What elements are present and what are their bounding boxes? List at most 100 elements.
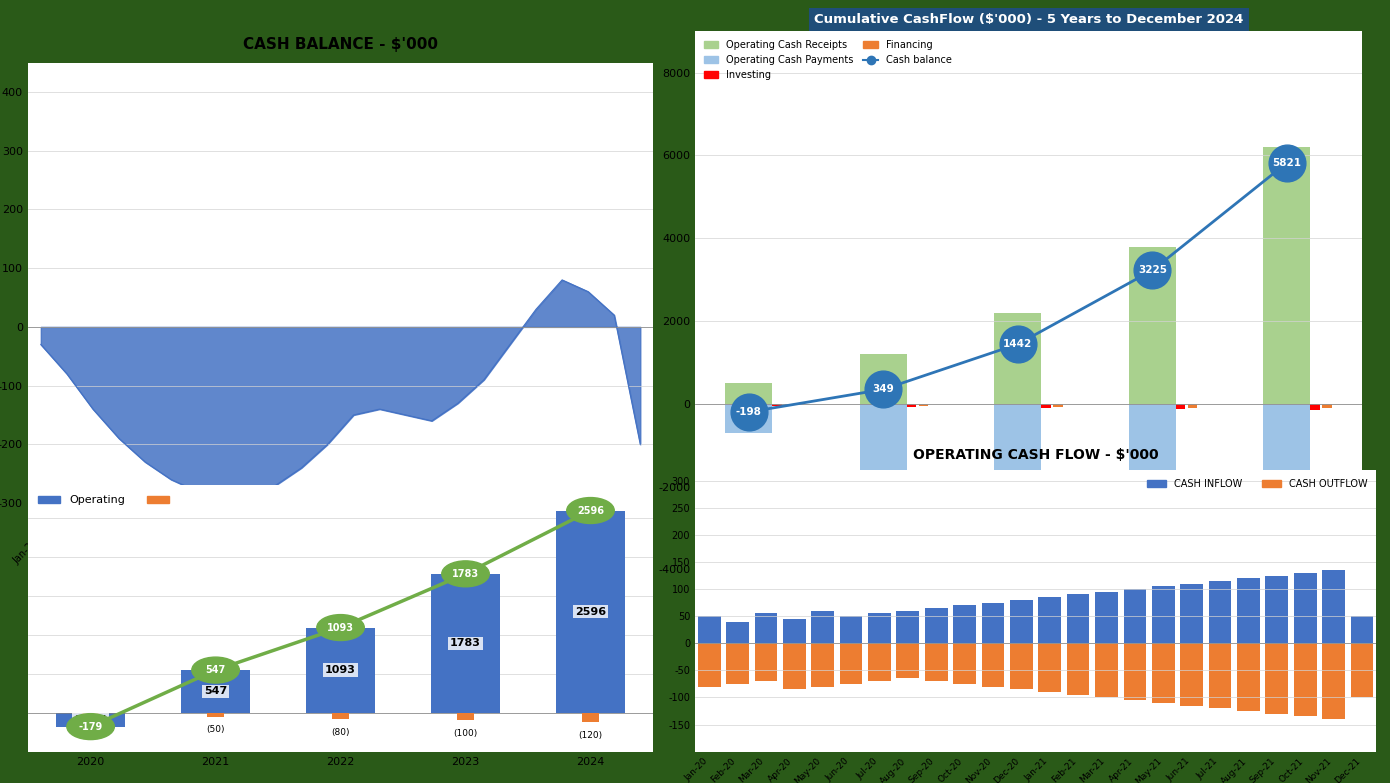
Bar — [1129, 247, 1176, 404]
Text: -198: -198 — [735, 407, 762, 417]
Bar — [1180, 583, 1202, 644]
Bar — [207, 713, 224, 716]
Point — [1276, 157, 1298, 169]
Text: 547: 547 — [206, 665, 225, 675]
Title: CASH BALANCE - $'000: CASH BALANCE - $'000 — [243, 37, 438, 52]
Text: 1093: 1093 — [327, 622, 354, 633]
Point — [738, 406, 760, 418]
Bar — [1011, 600, 1033, 644]
Bar — [1351, 616, 1373, 644]
Title: OPERATING CASH FLOW - $'000: OPERATING CASH FLOW - $'000 — [913, 448, 1158, 462]
Legend: Operating Cash Receipts, Operating Cash Payments, Investing, Financing, Cash bal: Operating Cash Receipts, Operating Cash … — [699, 36, 955, 84]
Bar — [755, 644, 777, 681]
Legend: CASH INFLOW, CASH OUTFLOW: CASH INFLOW, CASH OUTFLOW — [1143, 474, 1372, 493]
Bar — [726, 404, 773, 433]
Text: 547: 547 — [204, 687, 227, 696]
Text: (50): (50) — [206, 725, 225, 734]
Bar — [783, 619, 806, 644]
Text: (100): (100) — [453, 729, 478, 738]
Bar — [1152, 644, 1175, 703]
Text: 3225: 3225 — [1138, 265, 1166, 276]
Bar — [726, 622, 749, 644]
Bar — [1123, 644, 1147, 700]
Bar — [56, 713, 125, 727]
Bar — [954, 644, 976, 684]
Bar — [1123, 589, 1147, 644]
Bar — [860, 354, 906, 404]
Text: -179: -179 — [78, 722, 103, 731]
Bar — [1351, 644, 1373, 698]
Ellipse shape — [192, 657, 239, 683]
Bar — [755, 613, 777, 644]
Bar — [840, 616, 862, 644]
Text: (19): (19) — [82, 723, 100, 732]
Text: (120): (120) — [578, 731, 602, 740]
Bar — [924, 608, 948, 644]
Bar — [1066, 644, 1090, 695]
Bar — [897, 611, 919, 644]
Bar — [1176, 404, 1186, 409]
Bar — [812, 644, 834, 687]
Text: (179): (179) — [74, 715, 107, 724]
Bar — [1095, 592, 1118, 644]
Bar — [1129, 404, 1176, 536]
Bar — [1095, 644, 1118, 698]
Bar — [919, 404, 929, 406]
Bar — [897, 644, 919, 679]
Bar — [783, 644, 806, 689]
Ellipse shape — [442, 561, 489, 586]
Text: 5821: 5821 — [1272, 158, 1301, 168]
Bar — [906, 404, 916, 407]
Bar — [1264, 404, 1311, 561]
Bar — [994, 404, 1041, 520]
Ellipse shape — [67, 713, 114, 740]
Bar — [1264, 147, 1311, 404]
Bar — [1322, 404, 1332, 409]
Bar — [1265, 644, 1289, 714]
Bar — [82, 713, 99, 714]
Text: 1442: 1442 — [1004, 339, 1033, 349]
Legend: Operating, : Operating, — [33, 491, 182, 510]
Bar — [869, 644, 891, 681]
Bar — [1180, 644, 1202, 705]
Bar — [924, 644, 948, 681]
Bar — [431, 574, 500, 713]
Bar — [1237, 644, 1259, 711]
Ellipse shape — [567, 497, 614, 524]
Text: 2596: 2596 — [577, 506, 605, 515]
Point — [873, 383, 895, 395]
Text: 2596: 2596 — [575, 607, 606, 616]
Bar — [332, 713, 349, 719]
Text: 1783: 1783 — [450, 638, 481, 648]
Bar — [1041, 404, 1051, 408]
Text: (80): (80) — [331, 727, 350, 737]
Bar — [1066, 594, 1090, 644]
Bar — [698, 644, 720, 687]
Bar — [1054, 404, 1063, 406]
Bar — [1322, 570, 1346, 644]
Text: 1093: 1093 — [325, 665, 356, 675]
Bar — [1322, 644, 1346, 719]
Bar — [773, 404, 781, 406]
Point — [1006, 337, 1029, 350]
Bar — [1294, 573, 1316, 644]
Text: 349: 349 — [873, 384, 894, 395]
Bar — [860, 404, 906, 470]
Bar — [1152, 586, 1175, 644]
Text: 1783: 1783 — [452, 568, 480, 579]
Bar — [981, 644, 1005, 687]
Bar — [1188, 404, 1197, 407]
Bar — [812, 611, 834, 644]
Ellipse shape — [317, 615, 364, 640]
Title: Cumulative CashFlow ($'000) - 5 Years to December 2024: Cumulative CashFlow ($'000) - 5 Years to… — [815, 13, 1243, 26]
Bar — [1038, 597, 1061, 644]
Bar — [1265, 576, 1289, 644]
Bar — [582, 713, 599, 722]
Bar — [840, 644, 862, 684]
Bar — [981, 603, 1005, 644]
Bar — [1011, 644, 1033, 689]
Bar — [784, 404, 794, 405]
Bar — [726, 383, 773, 404]
Bar — [994, 312, 1041, 404]
Bar — [1209, 644, 1232, 709]
